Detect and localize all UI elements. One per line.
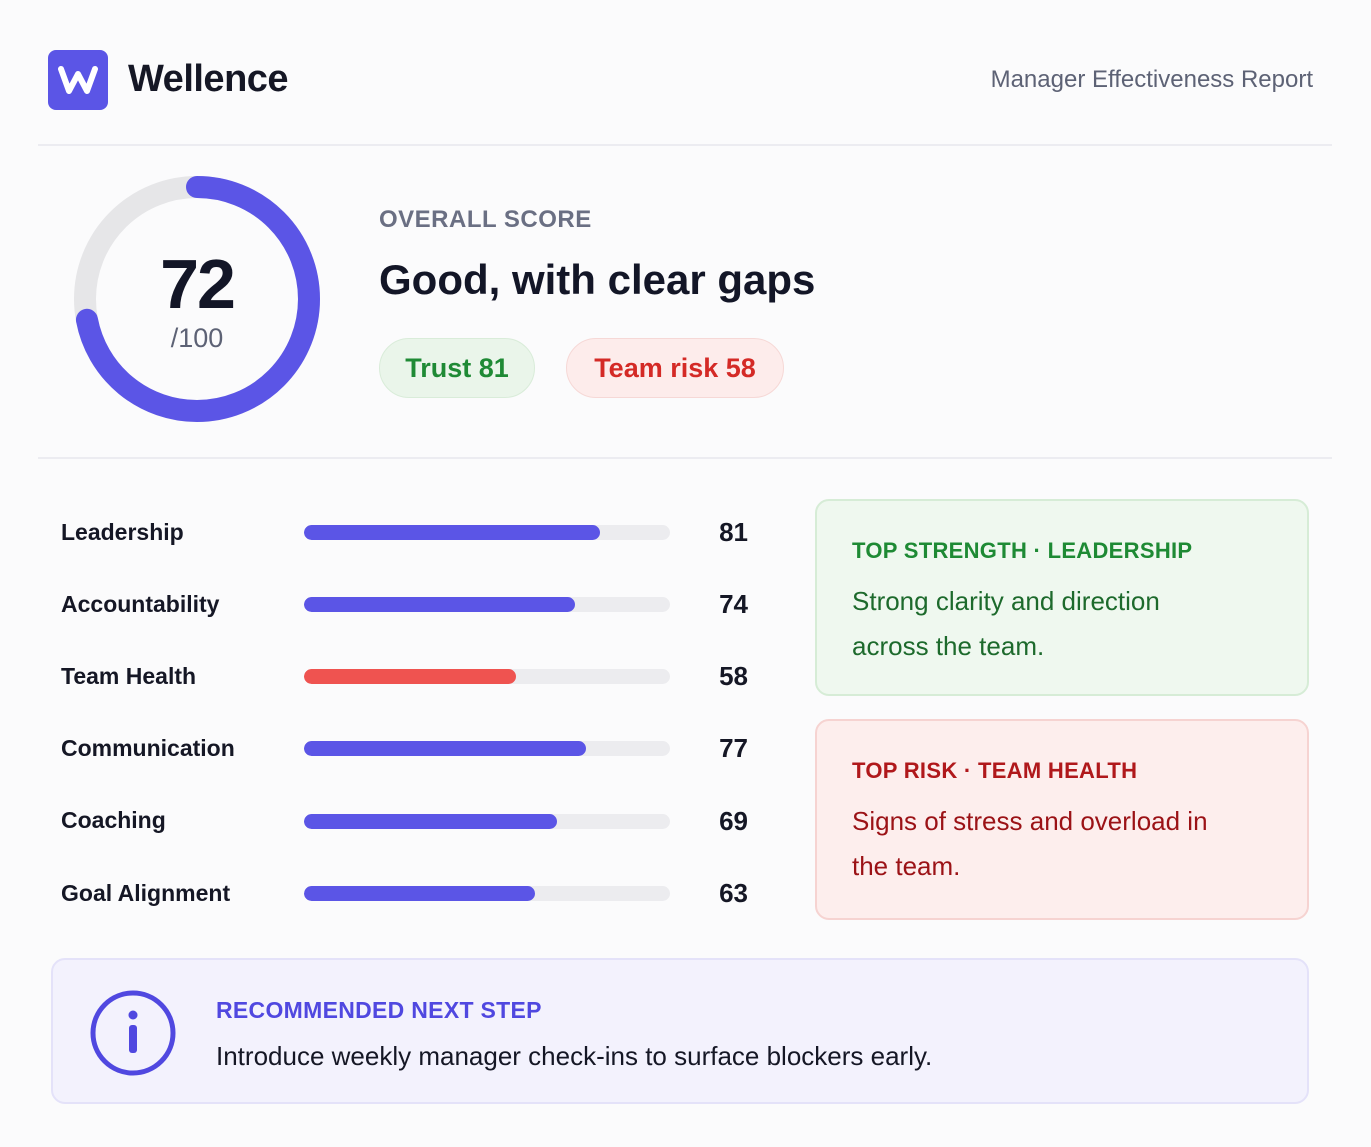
metric-bar-track bbox=[304, 814, 670, 829]
metric-label: Communication bbox=[61, 735, 235, 761]
report-title: Manager Effectiveness Report bbox=[990, 66, 1313, 93]
metric-bar-track bbox=[304, 525, 670, 540]
metric-bar-fill bbox=[304, 597, 575, 612]
metric-label: Team Health bbox=[61, 663, 197, 689]
metric-value: 58 bbox=[719, 661, 748, 691]
recommendation-heading: RECOMMENDED NEXT STEP bbox=[216, 997, 542, 1023]
recommendation-box: RECOMMENDED NEXT STEP Introduce weekly m… bbox=[51, 958, 1309, 1104]
score-ring bbox=[74, 176, 320, 422]
metric-value: 69 bbox=[719, 806, 748, 836]
metric-label: Leadership bbox=[61, 519, 184, 545]
top-strength-text: Strong clarity and direction across the … bbox=[852, 586, 1160, 661]
overall-verdict: Good, with clear gaps bbox=[379, 256, 816, 303]
trust-badge: Trust 81 bbox=[379, 338, 535, 398]
metric-value: 63 bbox=[719, 878, 748, 908]
metric-bar-track bbox=[304, 741, 670, 756]
team-risk-badge: Team risk 58 bbox=[566, 338, 784, 398]
top-risk-heading: TOP RISK · TEAM HEALTH bbox=[852, 758, 1138, 783]
metric-value: 74 bbox=[719, 589, 748, 619]
overall-score-label: OVERALL SCORE bbox=[379, 206, 592, 233]
overall-score-max: /100 bbox=[170, 323, 224, 353]
metric-bar-track bbox=[304, 597, 670, 612]
metric-label: Goal Alignment bbox=[61, 880, 231, 906]
metric-label: Coaching bbox=[61, 807, 166, 833]
metric-bar-fill bbox=[304, 886, 535, 901]
logo bbox=[48, 50, 108, 110]
score-ring-progress bbox=[74, 176, 320, 422]
brand-name: Wellence bbox=[128, 58, 289, 100]
metric-bar-track bbox=[304, 886, 670, 901]
header-divider bbox=[38, 144, 1332, 146]
top-strength-heading: TOP STRENGTH · LEADERSHIP bbox=[852, 538, 1193, 563]
metric-value: 81 bbox=[719, 517, 748, 547]
recommendation-text: Introduce weekly manager check-ins to su… bbox=[216, 1041, 933, 1071]
top-strength-card: TOP STRENGTH · LEADERSHIP Strong clarity… bbox=[815, 499, 1309, 696]
metric-bar-fill bbox=[304, 814, 557, 829]
metric-bar-track bbox=[304, 669, 670, 684]
top-risk-text: Signs of stress and overload in the team… bbox=[852, 806, 1208, 881]
info-icon bbox=[90, 990, 176, 1076]
logo-w-icon bbox=[58, 66, 98, 94]
metric-label: Accountability bbox=[61, 591, 220, 617]
section-divider bbox=[38, 457, 1332, 459]
metric-bar-fill bbox=[304, 741, 586, 756]
metric-bar-fill bbox=[304, 525, 601, 540]
metric-value: 77 bbox=[719, 733, 748, 763]
top-risk-card: TOP RISK · TEAM HEALTH Signs of stress a… bbox=[815, 719, 1309, 920]
metric-bar-fill bbox=[304, 669, 517, 684]
overall-score-value: 72 bbox=[160, 245, 236, 323]
